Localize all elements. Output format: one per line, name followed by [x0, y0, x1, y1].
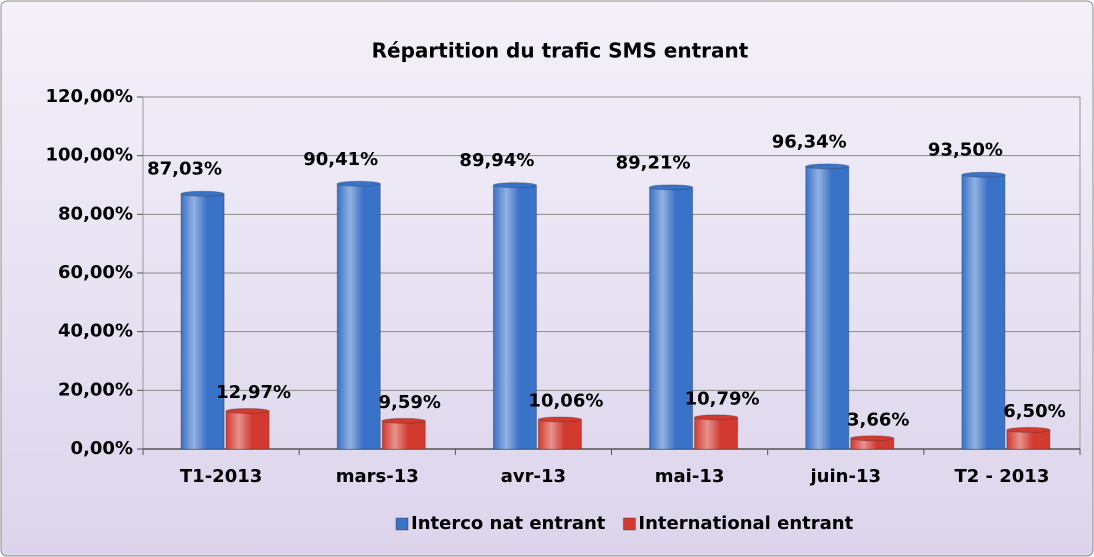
data-label: 89,21%: [616, 152, 691, 173]
data-label: 6,50%: [1003, 401, 1065, 422]
bar-cap: [850, 435, 895, 442]
bar-shine: [805, 166, 849, 450]
bar-shine: [337, 183, 381, 449]
y-tick-label: 40,00%: [58, 321, 133, 342]
bar-cap: [649, 184, 694, 191]
legend-label: Interco nat entrant: [411, 513, 606, 534]
legend-swatch: [622, 517, 636, 531]
bar-shine: [382, 420, 426, 449]
data-label: 96,34%: [772, 131, 847, 152]
bar-shine: [649, 187, 693, 450]
bar-cap: [1006, 426, 1051, 433]
x-tick-label: avr-13: [501, 466, 566, 487]
data-label: 3,66%: [847, 409, 909, 430]
y-tick-label: 20,00%: [58, 379, 133, 400]
data-label: 12,97%: [216, 382, 291, 403]
data-label: 87,03%: [147, 159, 222, 180]
x-tick-label: mars-13: [336, 466, 419, 487]
data-label: 10,06%: [528, 390, 603, 411]
x-tick-label: T2 - 2013: [954, 466, 1049, 487]
y-tick-label: 120,00%: [46, 86, 134, 107]
bar-cap: [961, 171, 1006, 178]
bar-shine: [181, 193, 225, 449]
data-label: 90,41%: [303, 149, 378, 170]
x-tick-label: mai-13: [655, 466, 725, 487]
bar-cap: [180, 190, 225, 197]
y-tick-label: 80,00%: [58, 203, 133, 224]
x-tick-label: juin-13: [810, 466, 882, 487]
bar-cap: [805, 163, 850, 170]
bar-cap: [492, 182, 537, 189]
bar-cap: [225, 407, 270, 414]
data-label: 9,59%: [379, 392, 441, 413]
bar-cap: [537, 416, 582, 423]
bar-shine: [694, 417, 738, 449]
data-label: 89,94%: [459, 150, 534, 171]
bar-shine: [850, 438, 894, 449]
bar-cap: [694, 414, 739, 421]
bar-shine: [493, 185, 537, 449]
bar-shine: [961, 174, 1005, 449]
bar-cap: [336, 180, 381, 187]
data-label: 10,79%: [685, 388, 760, 409]
y-tick-label: 60,00%: [58, 262, 133, 283]
legend-swatch: [395, 517, 409, 531]
x-tick-label: T1-2013: [180, 466, 262, 487]
bar-shine: [1006, 429, 1050, 449]
y-tick-label: 0,00%: [71, 438, 133, 459]
bar-cap: [381, 417, 426, 424]
bar-shine: [226, 410, 270, 449]
chart-title: Répartition du trafic SMS entrant: [372, 39, 749, 63]
data-label: 93,50%: [928, 140, 1003, 161]
legend-label: International entrant: [638, 513, 853, 534]
y-tick-label: 100,00%: [46, 145, 134, 166]
bar-shine: [538, 419, 582, 449]
